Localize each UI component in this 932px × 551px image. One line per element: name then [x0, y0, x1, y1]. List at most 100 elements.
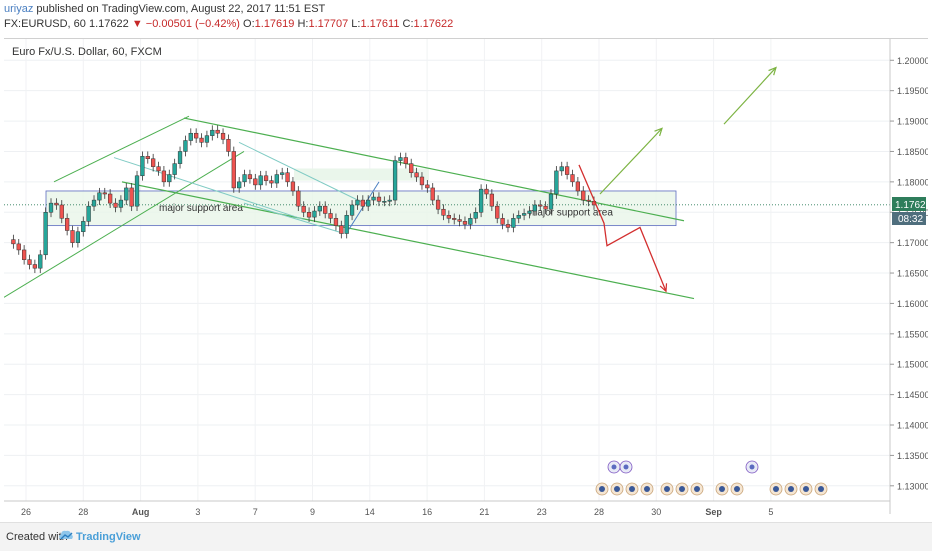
news-event-icon [619, 460, 633, 474]
price-tick-label: 1.19000 [897, 117, 928, 127]
candle-body [108, 193, 113, 204]
candle-body [387, 199, 392, 202]
candle-body [274, 174, 279, 184]
candle-body [521, 213, 527, 216]
candle-body [414, 172, 419, 178]
publish-line: uriyaz published on TradingView.com, Aug… [4, 2, 928, 17]
candle-body [183, 140, 188, 152]
news-event-icon [607, 460, 621, 474]
candle-body [167, 174, 172, 183]
candle-body [452, 218, 457, 220]
candle-body [59, 204, 64, 219]
candle-body [16, 243, 21, 251]
candle-body [581, 190, 586, 201]
time-axis[interactable]: 26 28 Aug 3 7 9 14 16 21 23 28 30 Sep 5 [21, 507, 773, 517]
bearish-projection-arrow [578, 164, 667, 292]
candle-body [564, 166, 570, 175]
time-tick-label: 5 [768, 507, 773, 517]
candle-body [75, 231, 81, 243]
candle-body [366, 199, 371, 207]
time-tick-label: 28 [78, 507, 88, 517]
ohlc-line: FX:EURUSD, 60 1.17622 ▼ −0.00501 (−0.42%… [4, 17, 928, 32]
candle-body [280, 172, 285, 175]
candle-body [269, 180, 274, 184]
inner-line-a [113, 157, 305, 221]
projection-arrows [578, 66, 777, 293]
candle-body [156, 166, 161, 172]
candle-body [489, 193, 494, 207]
candle-body [548, 193, 554, 210]
candle-body [511, 218, 516, 228]
chart-title: Euro Fx/U.S. Dollar, 60, FXCM [12, 46, 162, 58]
price-tick-label: 1.13000 [897, 481, 928, 491]
support-label-right: major support area [529, 207, 613, 218]
economic-event-icon [814, 482, 828, 496]
candle-body [124, 187, 129, 201]
event-icons [595, 460, 828, 496]
candle-body [419, 176, 425, 186]
rising-channel-lower [3, 151, 245, 298]
candle-body [371, 196, 376, 201]
economic-event-icon [769, 482, 783, 496]
inner-line-c [243, 202, 345, 235]
price-tick-label: 1.18000 [897, 177, 928, 187]
tradingview-logo-icon [59, 530, 73, 540]
candle-body [382, 201, 387, 203]
candle-body [392, 160, 398, 201]
candle-body [328, 213, 333, 219]
economic-event-icon [595, 482, 609, 496]
tradingview-brand[interactable]: TradingView [76, 531, 141, 543]
time-tick-label: 14 [365, 507, 375, 517]
economic-event-icon [784, 482, 798, 496]
candle-body [360, 199, 365, 207]
candle-body [543, 205, 548, 210]
candle-body [376, 196, 382, 202]
candle-body [43, 212, 48, 256]
candle-body [296, 190, 301, 207]
symbol-label: FX:EURUSD, 60 [4, 18, 86, 30]
candle-body [441, 208, 446, 216]
time-tick-label: 26 [21, 507, 31, 517]
economic-event-icon [675, 482, 689, 496]
price-tick-label: 1.20000 [897, 56, 928, 66]
candle-body [237, 181, 242, 189]
candle-body [575, 181, 581, 192]
candle-body [247, 174, 253, 180]
candle-body [220, 132, 226, 140]
price-change: −0.00501 (−0.42%) [145, 18, 240, 30]
candle-body [527, 210, 532, 214]
grid-lines [4, 39, 890, 501]
candle-body [145, 156, 150, 160]
candle-body [65, 218, 70, 231]
candle-body [473, 212, 478, 219]
author-link[interactable]: uriyaz [4, 3, 34, 15]
falling-channel-lower [121, 181, 695, 300]
candle-body [21, 249, 27, 260]
candle-body [538, 204, 543, 207]
economic-event-icon [660, 482, 674, 496]
candle-body [500, 218, 505, 225]
candle-body [118, 199, 124, 208]
price-chart[interactable]: major support area major support area 1.2… [3, 39, 932, 519]
time-tick-label: 28 [594, 507, 604, 517]
price-tick-label: 1.15500 [897, 329, 928, 339]
price-tick-label: 1.18500 [897, 147, 928, 157]
candle-body [559, 166, 564, 172]
candle-body [86, 205, 91, 222]
low-label: L: [351, 18, 361, 30]
time-tick-label: 3 [195, 507, 200, 517]
price-axis[interactable]: 1.200001.195001.190001.185001.180001.175… [890, 56, 930, 492]
candle-body [586, 199, 591, 202]
last-price-tag: 1.17622 08:32 [892, 197, 932, 225]
economic-event-icon [799, 482, 813, 496]
inner-line-b [238, 141, 365, 204]
candle-body [435, 199, 441, 210]
footer: Created with TradingView [0, 522, 932, 551]
candle-body [48, 202, 54, 213]
candle-body [285, 172, 290, 183]
candle-body [570, 174, 575, 183]
chart-area[interactable]: major support area major support area 1.2… [3, 38, 932, 519]
time-tick-label: 9 [310, 507, 315, 517]
price-tick-label: 1.13500 [897, 451, 928, 461]
price-tick-label: 1.19500 [897, 86, 928, 96]
